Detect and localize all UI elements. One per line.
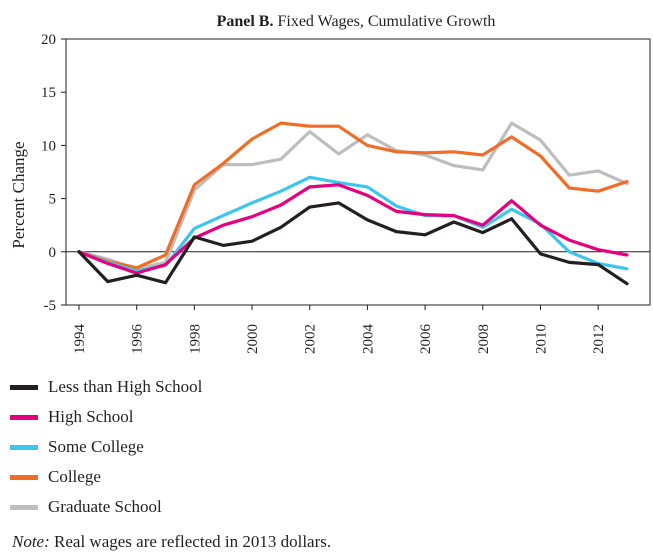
x-tick-label: 2000: [245, 324, 261, 354]
y-tick-label: 20: [41, 32, 56, 48]
legend-item: High School: [10, 402, 202, 432]
x-tick-label: 2006: [418, 324, 434, 355]
legend-label: High School: [48, 407, 134, 426]
chart: Panel B. Fixed Wages, Cumulative Growth …: [9, 13, 651, 355]
y-tick-label: 10: [41, 138, 56, 154]
legend-label: Graduate School: [48, 497, 162, 516]
x-tick-label: 2002: [303, 324, 319, 354]
legend-label: College: [48, 467, 101, 486]
legend-swatch: [10, 384, 38, 390]
x-tick-label: 1998: [187, 324, 203, 354]
x-tick-label: 1994: [72, 324, 88, 355]
y-tick-label: 15: [41, 85, 56, 101]
x-tick-label: 2010: [533, 324, 549, 354]
y-tick-label: 0: [49, 245, 57, 261]
legend-item: Less than High School: [10, 372, 202, 402]
x-tick-label: 2008: [476, 324, 492, 354]
legend-swatch: [10, 504, 38, 510]
chart-title: Panel B. Fixed Wages, Cumulative Growth: [217, 13, 496, 30]
legend-label: Less than High School: [48, 377, 203, 396]
legend-label: Some College: [48, 437, 144, 456]
series-line-1: [77, 201, 629, 286]
chart-title-prefix: Panel B.: [217, 13, 274, 30]
legend-item: Some College: [10, 432, 202, 462]
note: Note: Real wages are reflected in 2013 d…: [12, 532, 331, 552]
series-line-5: [77, 121, 629, 271]
y-axis-label: Percent Change: [9, 141, 28, 248]
legend-swatch: [10, 474, 38, 480]
legend-swatch: [10, 444, 38, 450]
legend-item: Graduate School: [10, 492, 202, 522]
plot-frame: [65, 38, 651, 306]
y-tick-label: 5: [49, 192, 57, 208]
y-tick-label: -5: [44, 298, 57, 314]
note-prefix: Note:: [12, 532, 50, 551]
legend-swatch: [10, 414, 38, 420]
legend: Less than High School High School Some Col…: [10, 372, 202, 522]
series-line-4: [77, 121, 629, 270]
chart-title-main: Fixed Wages, Cumulative Growth: [277, 13, 495, 30]
note-text: Real wages are reflected in 2013 dollars…: [54, 532, 332, 551]
x-tick-label: 2004: [360, 324, 376, 355]
legend-item: College: [10, 462, 202, 492]
series-line-2: [77, 183, 629, 275]
x-tick-label: 2012: [591, 324, 607, 354]
x-tick-label: 1996: [130, 324, 146, 355]
